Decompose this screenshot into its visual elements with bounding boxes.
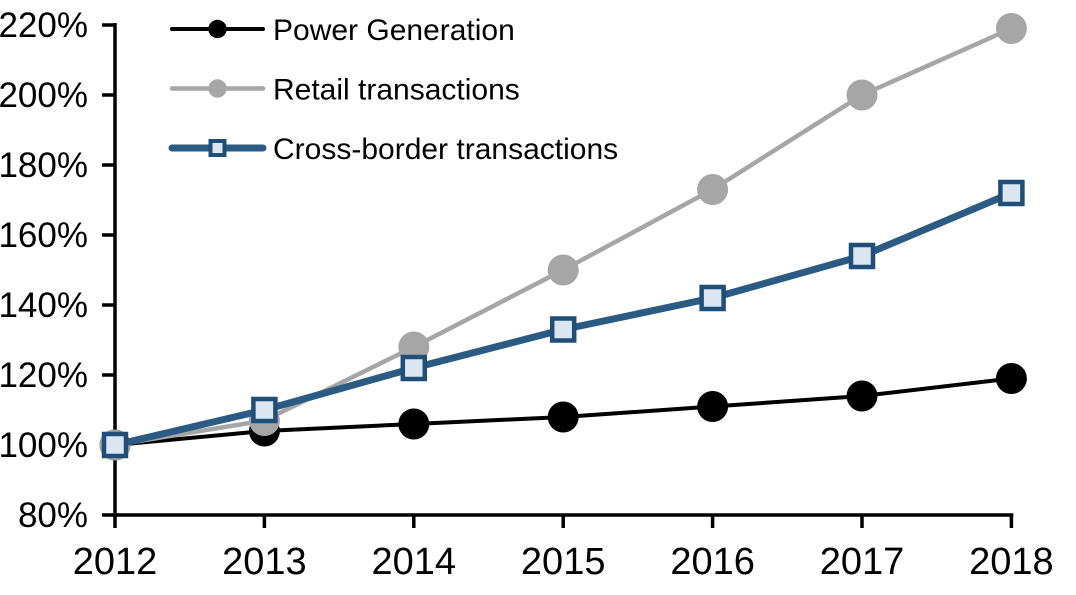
marker-square-cross-border-transactions (101, 431, 129, 459)
legend-key-marker-retail-transactions (208, 79, 227, 98)
y-tick-label: 220% (0, 6, 88, 45)
y-tick-label: 200% (0, 76, 88, 115)
marker-circle-retail-transactions (547, 254, 579, 286)
y-tick-label: 140% (0, 286, 88, 325)
marker-circle-power-generation (846, 380, 878, 412)
x-tick-label: 2014 (372, 541, 457, 583)
x-tick-label: 2018 (969, 541, 1054, 583)
x-tick-label: 2016 (670, 541, 755, 583)
y-tick-label: 80% (18, 496, 88, 535)
legend-key-marker-power-generation (208, 19, 227, 39)
marker-square-cross-border-transactions (848, 242, 876, 270)
y-tick-label: 180% (0, 146, 88, 185)
marker-square-cross-border-transactions (699, 284, 726, 312)
marker-circle-power-generation (547, 401, 579, 433)
marker-square-cross-border-transactions (251, 396, 278, 424)
x-tick-label: 2017 (820, 541, 905, 583)
marker-circle-retail-transactions (995, 13, 1027, 44)
marker-square-cross-border-transactions (549, 316, 577, 343)
x-tick-label: 2012 (73, 541, 158, 583)
legend-label-power-generation: Power Generation (273, 14, 515, 47)
marker-circle-retail-transactions (846, 79, 878, 111)
legend-label-cross-border-transactions: Cross-border transactions (273, 133, 618, 166)
x-tick-label: 2013 (222, 541, 307, 583)
legend-label-retail-transactions: Retail transactions (273, 74, 520, 107)
x-tick-label: 2015 (521, 541, 606, 583)
legend-key-marker-cross-border-transactions (208, 139, 227, 157)
marker-circle-power-generation (995, 363, 1027, 394)
marker-circle-power-generation (398, 408, 430, 440)
y-tick-label: 100% (0, 426, 88, 465)
marker-square-cross-border-transactions (998, 179, 1025, 207)
marker-circle-retail-transactions (697, 174, 729, 205)
marker-square-cross-border-transactions (400, 354, 428, 382)
y-tick-label: 120% (0, 356, 88, 395)
y-tick-label: 160% (0, 216, 88, 255)
marker-circle-power-generation (697, 391, 729, 422)
